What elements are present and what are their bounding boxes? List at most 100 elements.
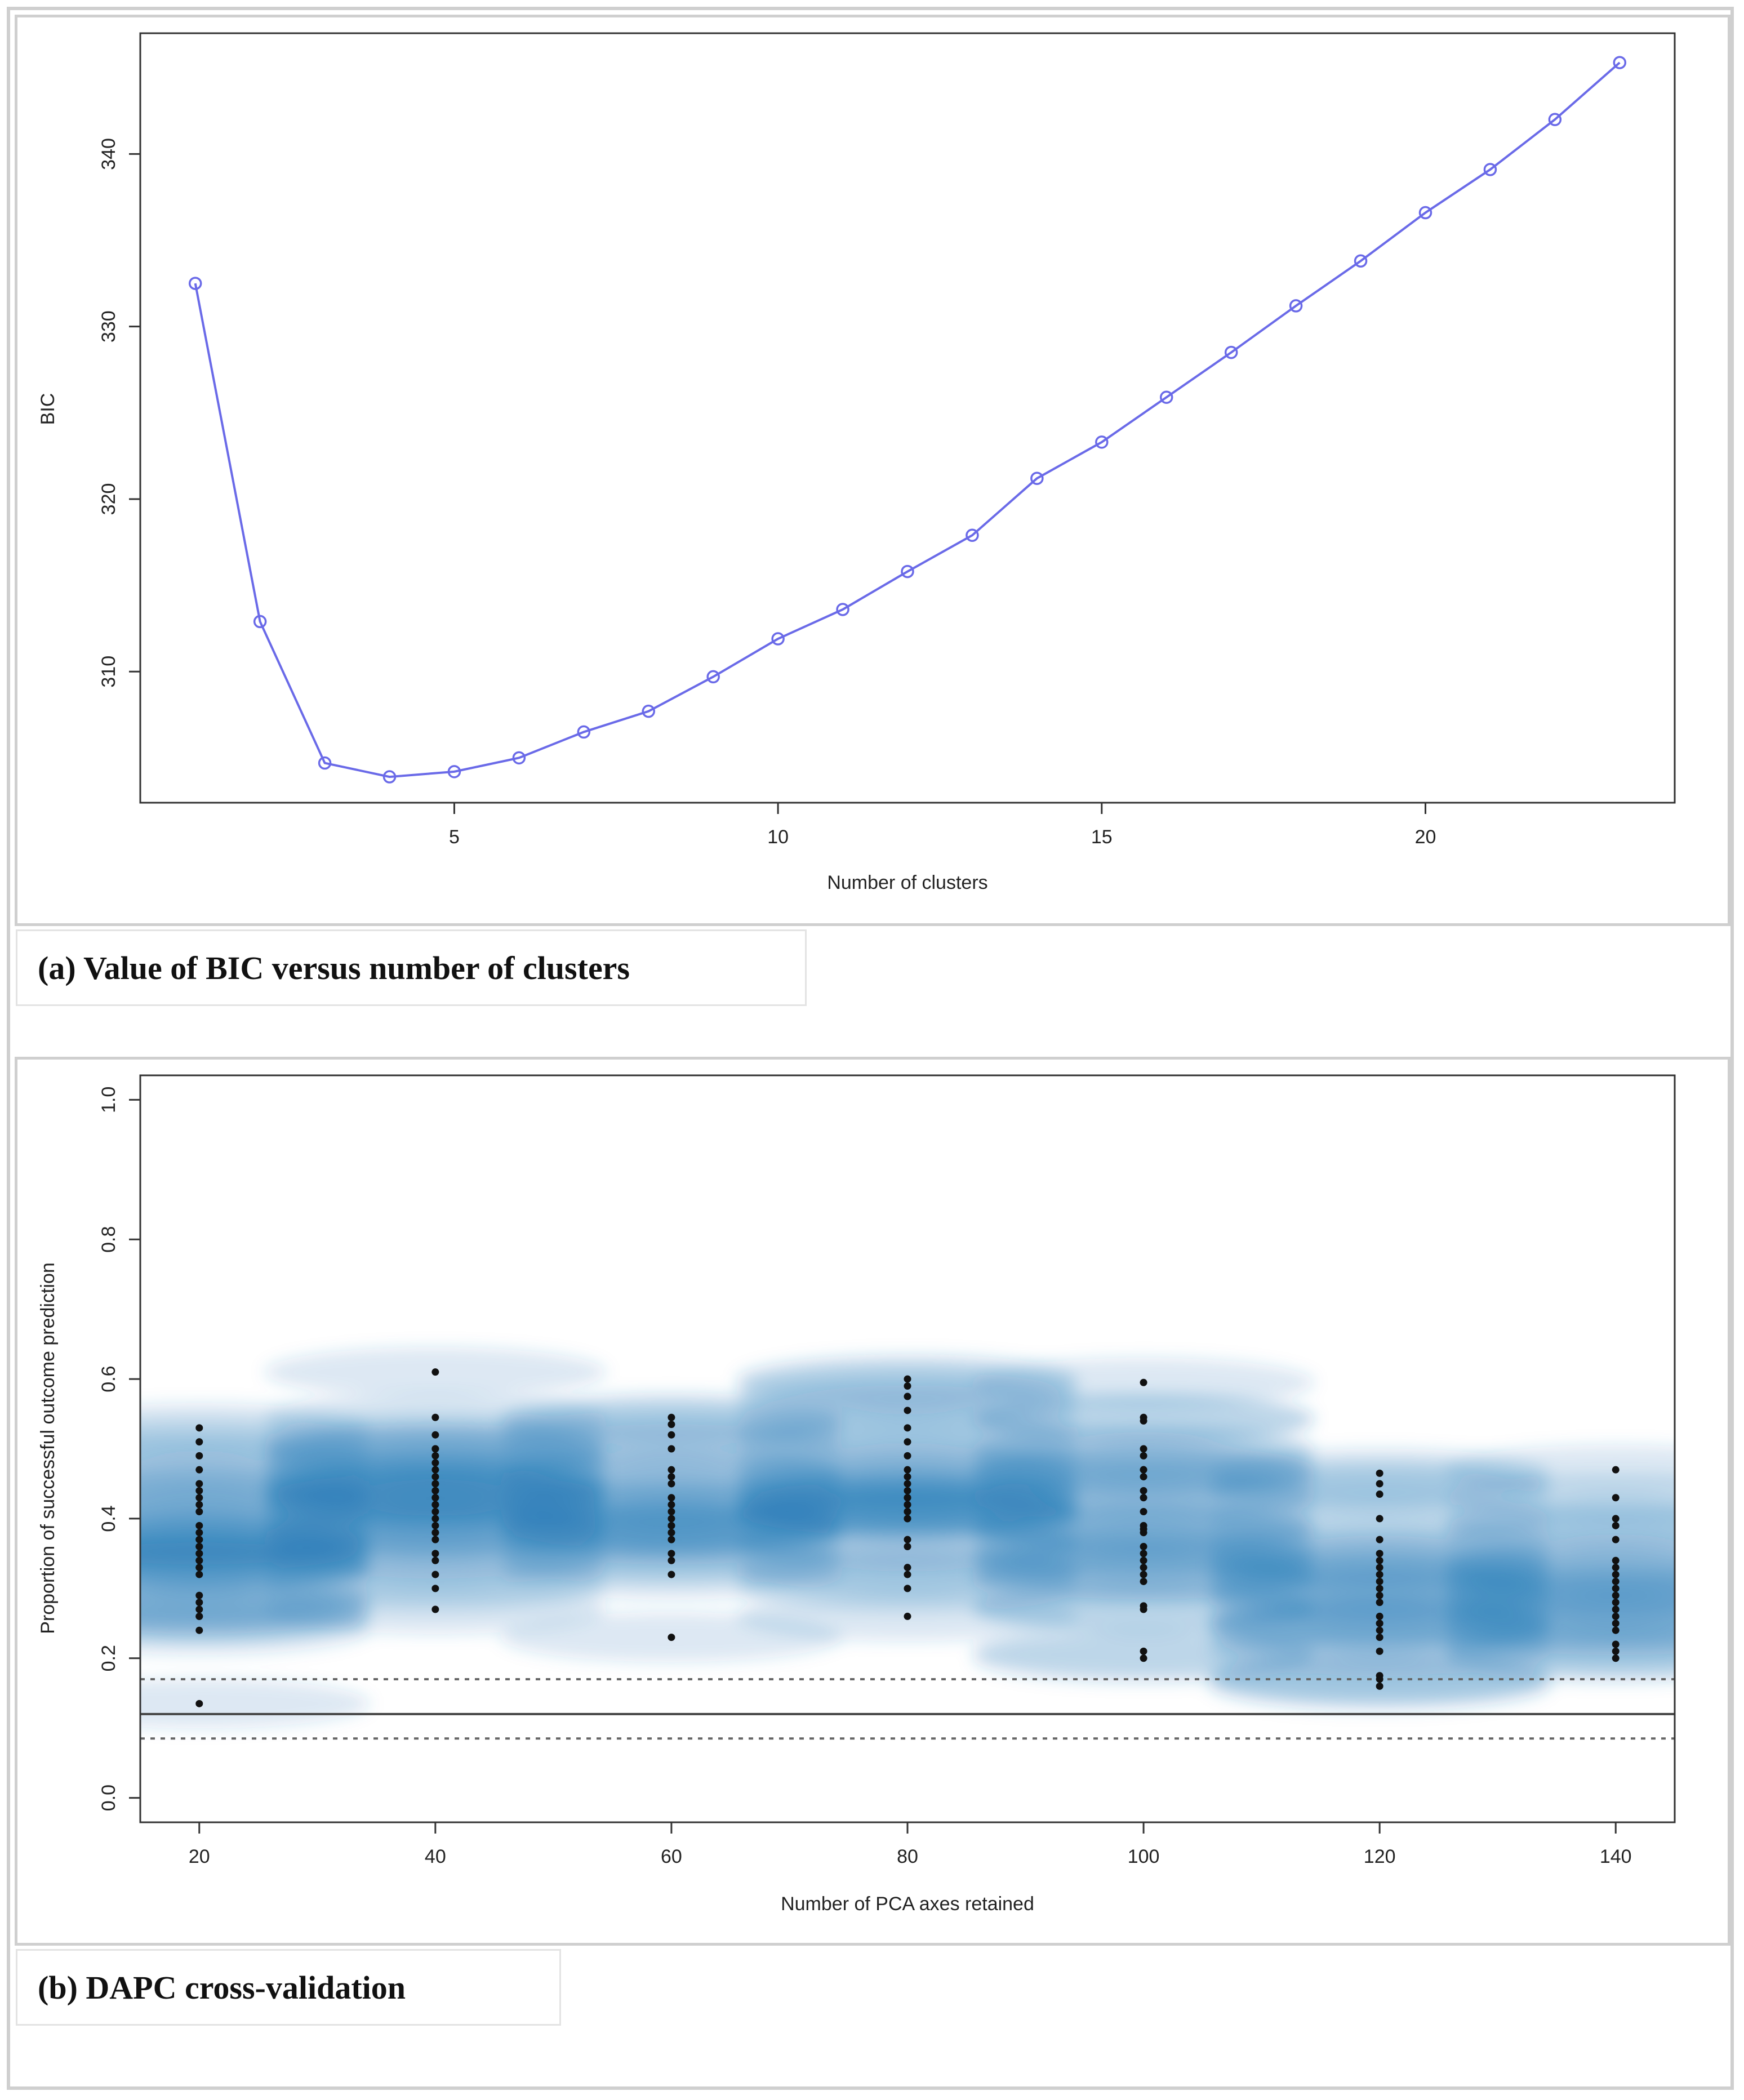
cv-point — [1376, 1591, 1383, 1599]
cv-point — [431, 1556, 439, 1564]
x-tick-label: 80 — [897, 1846, 918, 1867]
bic-point — [447, 765, 461, 778]
cv-point — [1612, 1612, 1620, 1620]
cv-point — [195, 1570, 203, 1578]
cv-point — [1140, 1466, 1147, 1474]
cv-point — [1140, 1577, 1147, 1585]
cv-point — [431, 1487, 439, 1494]
cv-point — [1612, 1599, 1620, 1607]
cv-point — [431, 1536, 439, 1543]
cv-point — [195, 1626, 203, 1634]
dapc-caption: (b) DAPC cross-validation — [16, 1949, 561, 2026]
cv-point — [904, 1585, 911, 1592]
cv-point — [1376, 1491, 1383, 1498]
x-tick-label: 5 — [449, 826, 460, 848]
bic-point — [901, 564, 914, 579]
cv-point — [668, 1431, 675, 1439]
cv-point — [904, 1382, 911, 1390]
x-tick-label: 40 — [425, 1846, 446, 1867]
cv-point — [431, 1570, 439, 1578]
cv-point — [1376, 1556, 1383, 1564]
bic-point — [1354, 254, 1368, 268]
cv-point — [195, 1536, 203, 1543]
cv-point — [668, 1494, 675, 1502]
bic-point — [318, 756, 332, 770]
y-tick-label: 0.4 — [98, 1505, 119, 1532]
cv-point — [1612, 1556, 1620, 1564]
bic-point — [706, 670, 720, 684]
cv-point — [431, 1368, 439, 1376]
cv-point — [431, 1459, 439, 1467]
cv-point — [904, 1424, 911, 1432]
x-tick-label: 100 — [1128, 1846, 1160, 1867]
cv-point — [195, 1550, 203, 1558]
cv-point — [1376, 1515, 1383, 1523]
cv-point — [195, 1612, 203, 1620]
cv-point — [431, 1445, 439, 1453]
cv-point — [1376, 1570, 1383, 1578]
cv-point — [904, 1487, 911, 1494]
cv-point — [1612, 1640, 1620, 1648]
cv-point — [668, 1521, 675, 1529]
cv-point — [668, 1515, 675, 1523]
cv-point — [195, 1438, 203, 1446]
cv-point — [1140, 1378, 1147, 1386]
bic-series-line — [194, 61, 1621, 778]
dapc-chart: 20 40 60 80 100 120 140 0.0 0.2 0.4 0.6 0.8 1.0 Numbe… — [37, 1074, 1676, 1915]
cv-point — [1376, 1585, 1383, 1592]
cv-point — [1612, 1570, 1620, 1578]
bic-point — [1030, 471, 1044, 485]
cv-point — [904, 1473, 911, 1481]
cv-point — [1612, 1521, 1620, 1529]
density-blob — [140, 1679, 371, 1729]
cv-point — [1376, 1469, 1383, 1477]
cv-point — [904, 1452, 911, 1460]
cv-point — [1376, 1626, 1383, 1634]
x-axis-label: Number of clusters — [827, 872, 987, 893]
bic-point — [1483, 163, 1497, 176]
cv-point — [904, 1564, 911, 1572]
bic-point — [1613, 56, 1627, 69]
cv-point — [431, 1550, 439, 1558]
cv-point — [195, 1591, 203, 1599]
cv-point — [1140, 1494, 1147, 1502]
x-tick-label: 10 — [767, 826, 789, 848]
dapc-panel: 20 40 60 80 100 120 140 0.0 0.2 0.4 0.6 0.8 1.0 Numbe… — [15, 1057, 1730, 1946]
y-axis-label: BIC — [37, 393, 59, 425]
cv-point — [1140, 1564, 1147, 1572]
cv-point — [195, 1605, 203, 1613]
bic-point — [966, 528, 979, 542]
y-tick-label: 1.0 — [98, 1087, 119, 1113]
cv-point — [668, 1536, 675, 1543]
cv-point — [195, 1480, 203, 1488]
cv-point — [431, 1508, 439, 1516]
cv-point — [431, 1515, 439, 1523]
cv-point — [1376, 1682, 1383, 1690]
cv-point — [1376, 1599, 1383, 1607]
plot-box — [139, 32, 1676, 804]
cv-point — [195, 1452, 203, 1460]
cv-point — [1612, 1494, 1620, 1502]
cv-point — [1140, 1417, 1147, 1425]
cv-point — [1612, 1577, 1620, 1585]
cv-point — [1612, 1564, 1620, 1572]
cv-point — [668, 1508, 675, 1516]
x-tick-label: 15 — [1091, 826, 1113, 848]
cv-point — [195, 1529, 203, 1537]
cv-point — [1140, 1452, 1147, 1460]
cv-point — [431, 1529, 439, 1537]
y-tick-label: 0.8 — [98, 1226, 119, 1253]
cv-point — [1376, 1550, 1383, 1558]
bic-point — [1159, 390, 1173, 404]
bic-caption: (a) Value of BIC versus number of cluste… — [16, 929, 807, 1006]
cv-point — [1612, 1585, 1620, 1592]
cv-point — [431, 1521, 439, 1529]
cv-point — [1376, 1675, 1383, 1683]
cv-point — [904, 1515, 911, 1523]
cv-point — [195, 1466, 203, 1474]
cv-point — [1612, 1536, 1620, 1543]
cv-point — [1376, 1536, 1383, 1543]
cv-point — [431, 1501, 439, 1509]
cv-point — [195, 1501, 203, 1509]
cv-point — [1612, 1626, 1620, 1634]
